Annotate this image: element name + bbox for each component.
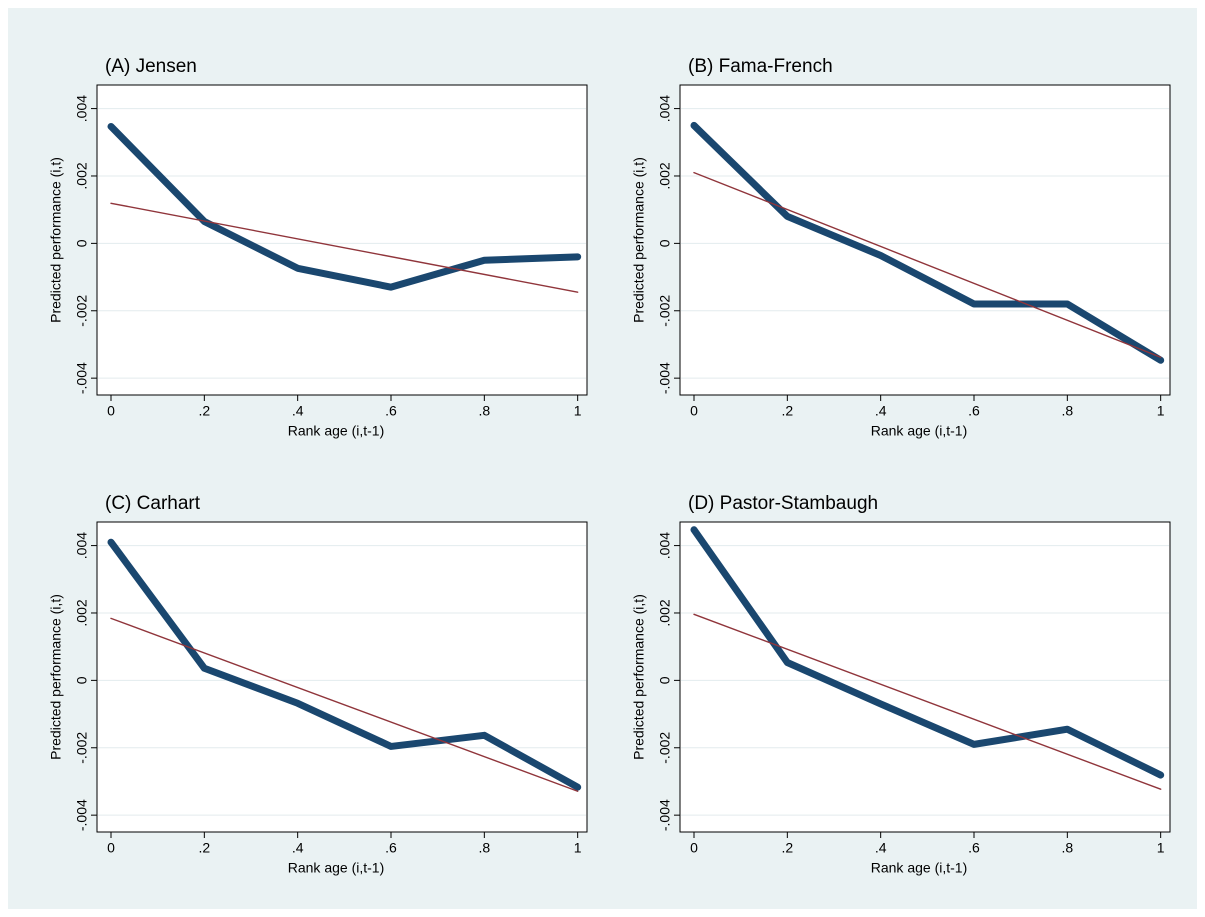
x-axis-title: Rank age (i,t-1) [288,860,384,876]
y-tick-label: 0 [657,239,673,247]
x-tick-label: 0 [690,403,698,419]
x-tick-label: 1 [574,403,582,419]
x-tick-label: .8 [478,403,490,419]
panel-title: (B) Fama-French [688,56,833,77]
x-tick-label: .6 [968,403,980,419]
x-tick-label: .4 [292,840,304,856]
series-line [690,121,1165,364]
y-tick-label: 0 [74,676,90,684]
x-tick-label: .8 [478,840,490,856]
y-axis-title: Predicted performance (i,t) [48,594,64,760]
series-line [690,526,1165,779]
x-tick-label: .2 [198,840,210,856]
x-tick-label: 1 [1157,403,1165,419]
plot-area [96,84,588,396]
y-axis-title: Predicted performance (i,t) [631,594,647,760]
x-axis-title: Rank age (i,t-1) [871,423,967,439]
series-line [693,613,1162,790]
panel-title: (D) Pastor-Stambaugh [688,493,878,514]
x-tick-label: .8 [1061,403,1073,419]
x-tick-label: .8 [1061,840,1073,856]
x-tick-label: .2 [781,403,793,419]
x-tick-label: .4 [875,840,887,856]
x-tick-label: .6 [968,840,980,856]
x-axis-title: Rank age (i,t-1) [871,860,967,876]
y-tick-label: .002 [74,599,90,626]
series-line [110,617,579,792]
y-tick-label: -.004 [657,362,673,394]
x-tick-label: 0 [690,840,698,856]
panel-title: (C) Carhart [105,493,201,514]
x-tick-label: .2 [781,840,793,856]
x-tick-label: .2 [198,403,210,419]
y-axis-title: Predicted performance (i,t) [48,157,64,323]
y-tick-label: -.004 [74,362,90,394]
x-tick-label: .6 [385,840,397,856]
y-tick-label: .004 [74,95,90,122]
x-tick-label: 0 [107,840,115,856]
y-tick-label: .004 [657,95,673,122]
y-tick-label: -.002 [74,295,90,327]
x-tick-label: 1 [574,840,582,856]
x-tick-label: .4 [292,403,304,419]
plot-area [679,84,1171,396]
series-line [110,202,579,293]
x-tick-label: .6 [385,403,397,419]
x-tick-label: 1 [1157,840,1165,856]
y-tick-label: -.004 [74,799,90,831]
y-tick-label: 0 [74,239,90,247]
y-tick-label: .004 [74,532,90,559]
y-tick-label: .004 [657,532,673,559]
y-tick-label: .002 [657,162,673,189]
y-tick-label: .002 [657,599,673,626]
y-tick-label: -.002 [74,732,90,764]
x-tick-label: .4 [875,403,887,419]
y-tick-label: -.004 [657,799,673,831]
x-tick-label: 0 [107,403,115,419]
y-tick-label: 0 [657,676,673,684]
series-line [107,122,582,291]
panel-title: (A) Jensen [105,56,197,77]
plot-area [96,521,588,833]
y-tick-label: -.002 [657,295,673,327]
plot-area [679,521,1171,833]
y-tick-label: -.002 [657,732,673,764]
y-tick-label: .002 [74,162,90,189]
series-line [693,171,1162,358]
y-axis-title: Predicted performance (i,t) [631,157,647,323]
x-axis-title: Rank age (i,t-1) [288,423,384,439]
